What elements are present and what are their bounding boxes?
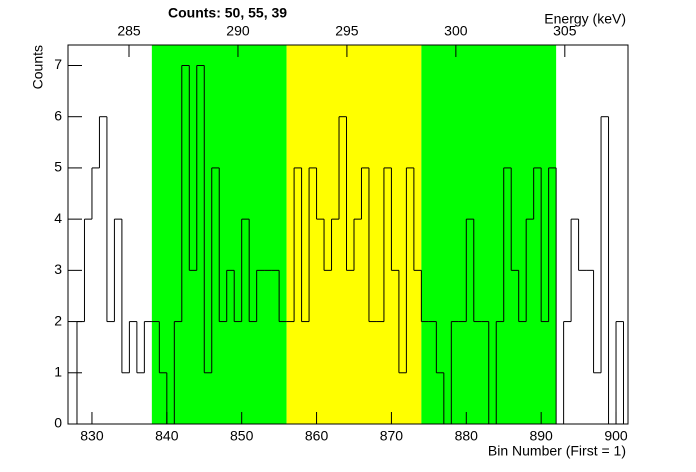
y-tick-label: 5 <box>54 159 62 175</box>
chart-title: Counts: 50, 55, 39 <box>168 5 287 21</box>
x-tick-label: 860 <box>305 428 329 444</box>
x-tick-label: 850 <box>230 428 254 444</box>
y-axis-label: Counts <box>30 45 46 89</box>
x-tick-label: 870 <box>380 428 404 444</box>
x2-tick-label: 305 <box>553 23 577 39</box>
x2-axis-label: Energy (keV) <box>544 11 626 27</box>
x-tick-label: 830 <box>80 428 104 444</box>
y-tick-label: 0 <box>54 415 62 431</box>
y-tick-label: 1 <box>54 363 62 379</box>
frame <box>67 44 629 425</box>
x2-tick-label: 290 <box>226 23 250 39</box>
y-tick-label: 6 <box>54 107 62 123</box>
y-tick-label: 4 <box>54 210 62 226</box>
y-tick-label: 3 <box>54 261 62 277</box>
x-tick-label: 840 <box>155 428 179 444</box>
x2-tick-label: 295 <box>335 23 359 39</box>
x2-tick-label: 285 <box>117 23 141 39</box>
x-tick-label: 880 <box>455 428 479 444</box>
y-tick-label: 2 <box>54 312 62 328</box>
x2-tick-label: 300 <box>444 23 468 39</box>
y-tick-label: 7 <box>54 56 62 72</box>
x-tick-label: 900 <box>604 428 628 444</box>
x-axis-label: Bin Number (First = 1) <box>488 443 626 459</box>
x-tick-label: 890 <box>529 428 553 444</box>
